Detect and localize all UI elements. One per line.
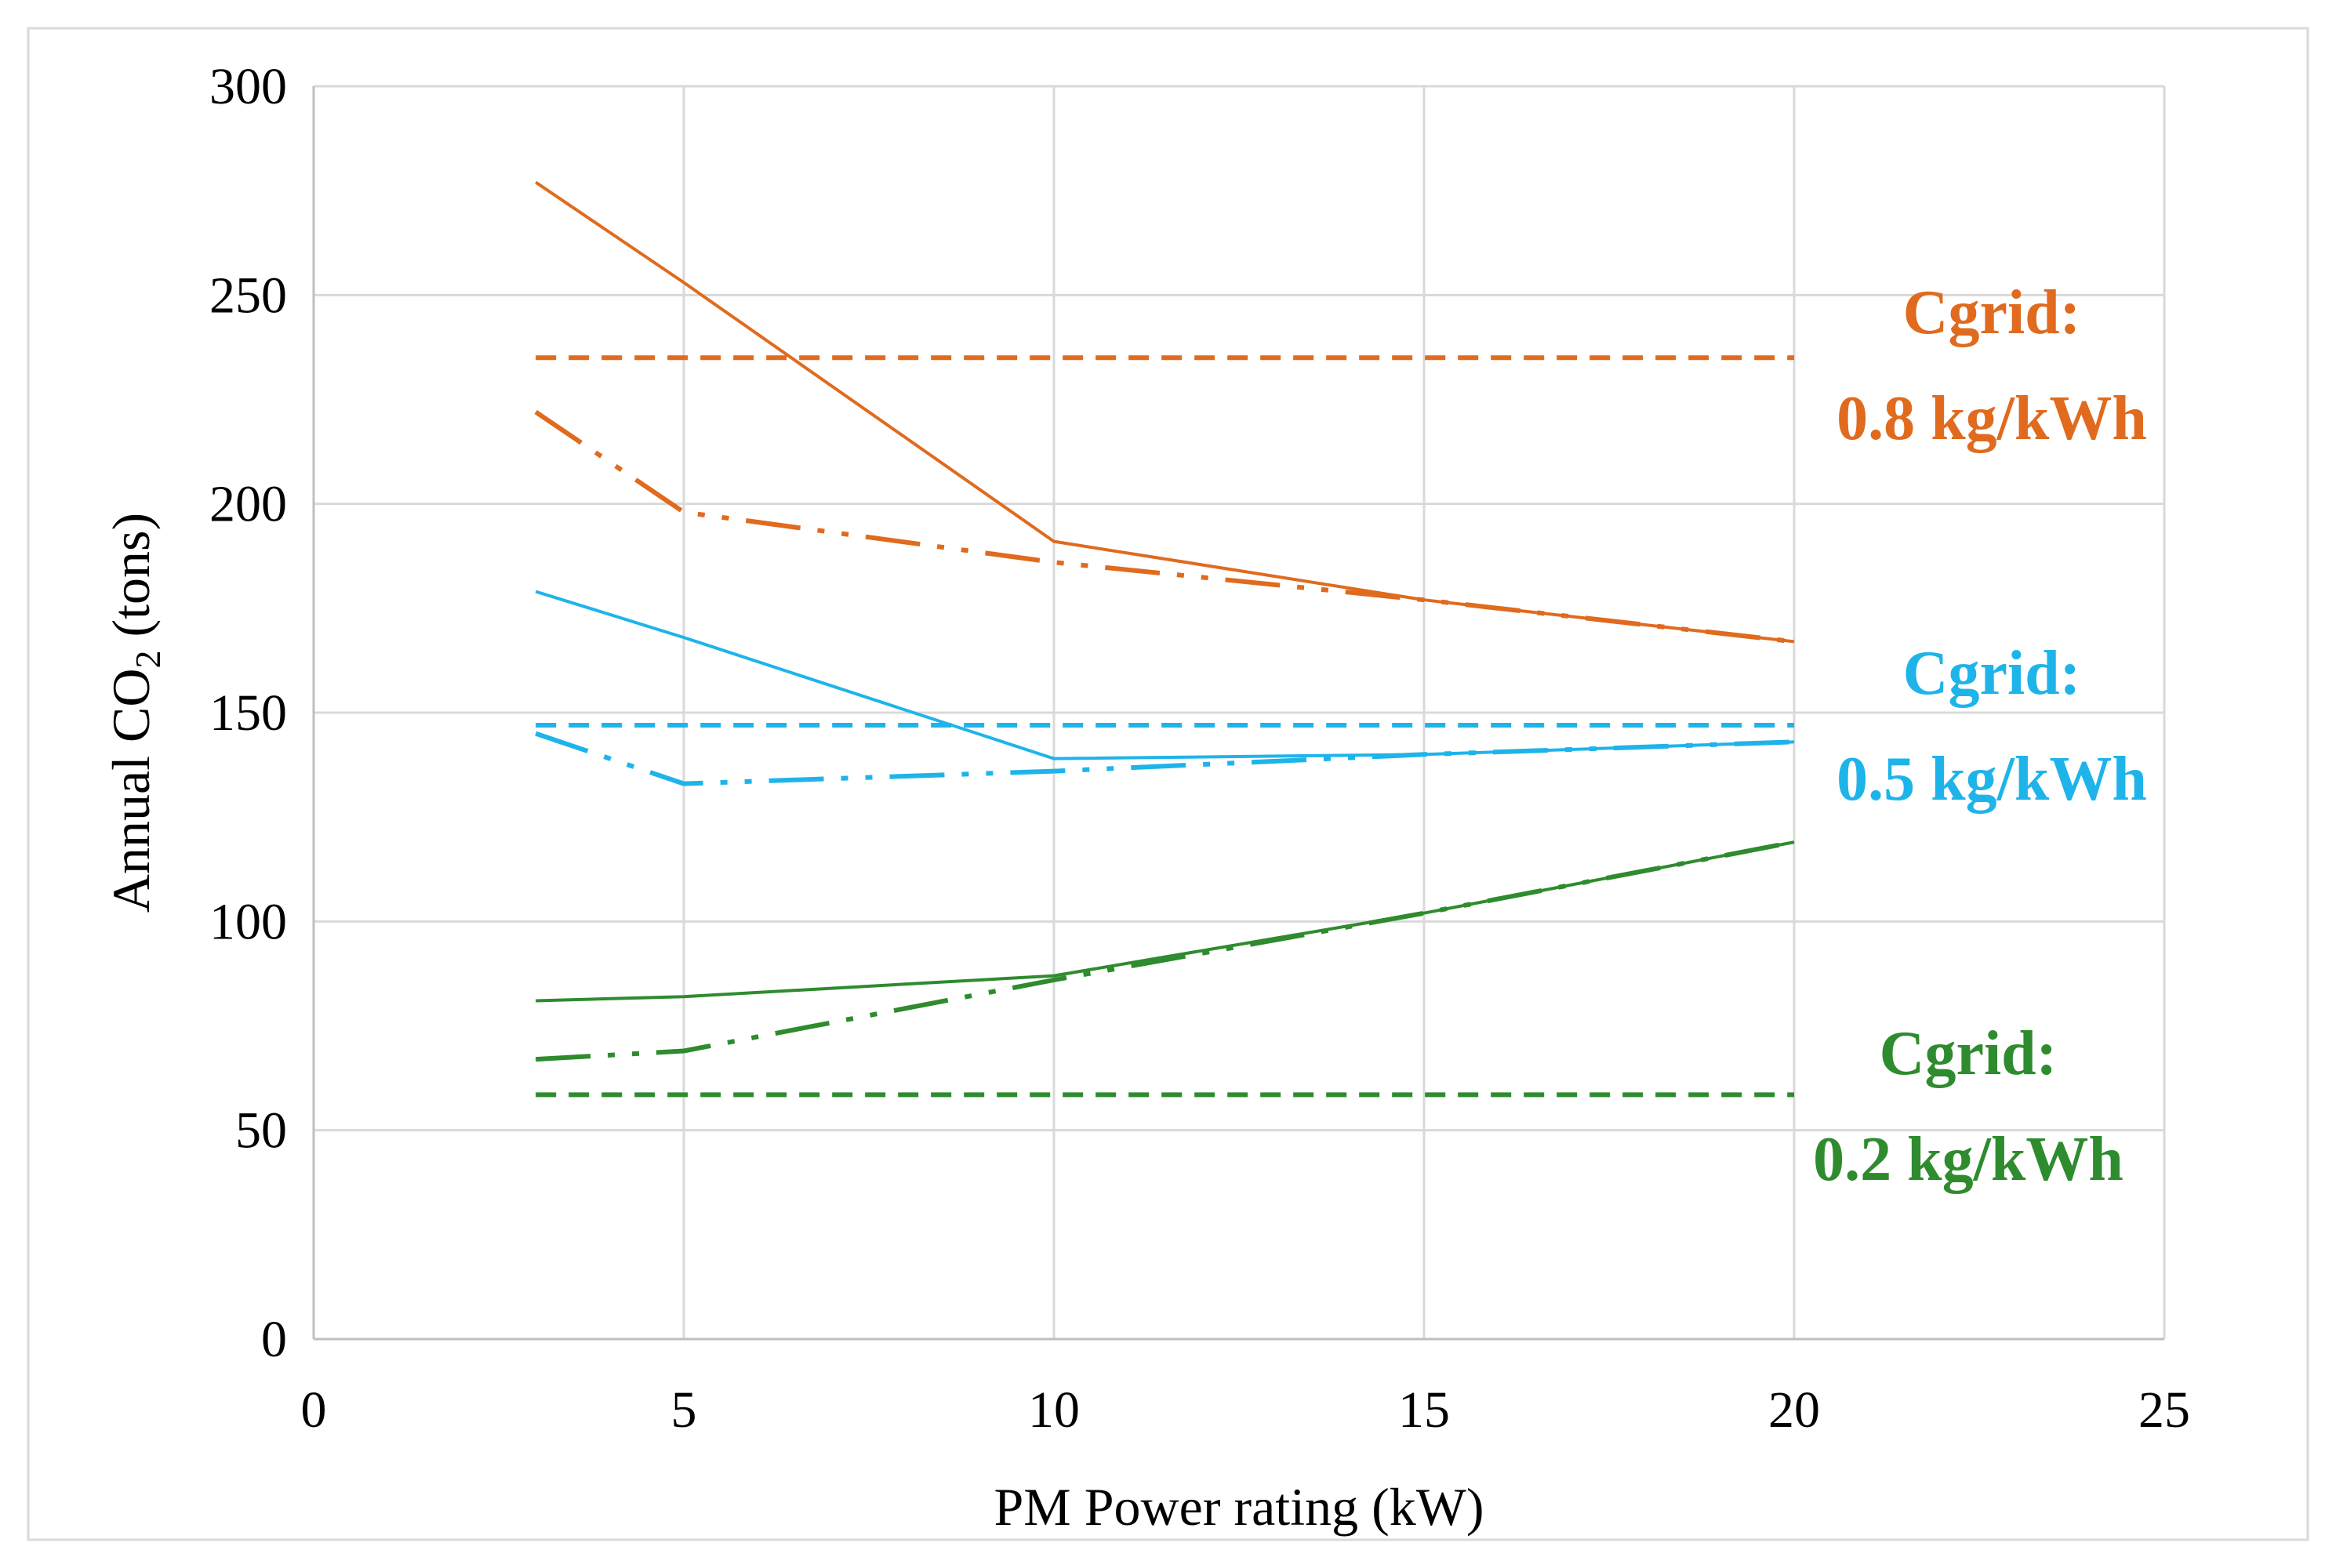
series-line-0.2-solid bbox=[536, 840, 1795, 1003]
y-tick-label-50: 50 bbox=[235, 1102, 287, 1160]
x-tick-label-0: 0 bbox=[301, 1381, 327, 1439]
y-tick-label-250: 250 bbox=[209, 267, 287, 324]
annotation-0.2-line1: Cgrid: bbox=[1880, 1019, 2058, 1088]
series-line-0.8-solid bbox=[535, 180, 1795, 644]
y-tick-label-150: 150 bbox=[209, 684, 287, 742]
y-axis-title-tail: (tons) bbox=[101, 513, 161, 651]
x-tick-label-10: 10 bbox=[1028, 1381, 1080, 1439]
x-tick-label-5: 5 bbox=[671, 1381, 697, 1439]
annotation-0.5-line1: Cgrid: bbox=[1903, 639, 2081, 708]
y-tick-label-200: 200 bbox=[209, 476, 287, 533]
x-axis-title: PM Power rating (kW) bbox=[994, 1477, 1484, 1537]
y-tick-label-0: 0 bbox=[261, 1311, 287, 1368]
annotation-0.2-line2: 0.2 kg/kWh bbox=[1813, 1125, 2123, 1194]
x-tick-label-20: 20 bbox=[1768, 1381, 1820, 1439]
series-lines bbox=[534, 180, 1795, 1098]
y-axis-title: Annual CO2 (tons) bbox=[101, 513, 168, 913]
tick-labels: 0 50 100 150 200 250 300 0 5 10 15 20 25 bbox=[209, 58, 2190, 1439]
cgrid-annotations: Cgrid: 0.8 kg/kWh Cgrid: 0.5 kg/kWh Cgri… bbox=[1813, 278, 2147, 1194]
annotation-0.8-line1: Cgrid: bbox=[1903, 278, 2081, 347]
annotation-0.8-line2: 0.8 kg/kWh bbox=[1836, 384, 2147, 453]
y-tick-label-100: 100 bbox=[209, 893, 287, 950]
grid-lines bbox=[314, 85, 2166, 1339]
annotation-0.5-line2: 0.5 kg/kWh bbox=[1836, 745, 2147, 814]
chart-frame bbox=[27, 27, 2309, 1541]
series-line-0.5-dashdotdot bbox=[535, 731, 1795, 786]
y-axis-title-main: Annual CO bbox=[101, 669, 161, 913]
x-tick-label-25: 25 bbox=[2138, 1381, 2190, 1439]
series-line-0.2-dashdotdot bbox=[536, 840, 1795, 1062]
x-tick-label-15: 15 bbox=[1398, 1381, 1450, 1439]
y-axis-title-subscript: 2 bbox=[128, 651, 168, 669]
axes bbox=[312, 86, 2164, 1341]
y-tick-label-300: 300 bbox=[209, 58, 287, 115]
